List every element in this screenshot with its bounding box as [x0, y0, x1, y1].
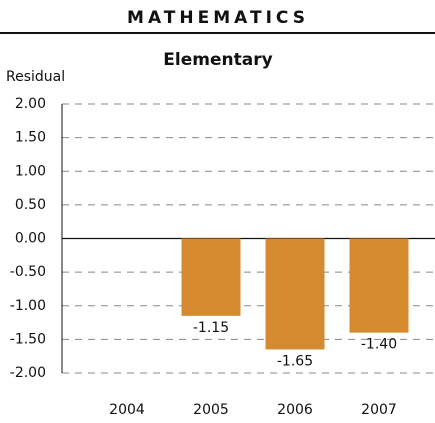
bar	[181, 238, 241, 316]
y-tick-label: 2.00	[15, 96, 46, 112]
y-tick-label: 1.50	[15, 130, 46, 146]
x-tick-label: 2005	[193, 402, 229, 418]
chart-header: MATHEMATICS	[127, 8, 309, 28]
y-tick-label: -0.50	[10, 264, 46, 280]
y-tick-label: 0.00	[15, 231, 46, 247]
y-tick-label: -1.00	[10, 298, 46, 314]
value-label: -1.65	[277, 353, 313, 369]
x-tick-label: 2004	[109, 402, 145, 418]
y-tick-label: -1.50	[10, 331, 46, 347]
bar	[265, 238, 325, 350]
y-tick-label: 1.00	[15, 163, 46, 179]
chart-title: Elementary	[163, 50, 272, 70]
y-tick-label: 0.50	[15, 197, 46, 213]
x-tick-label: 2006	[277, 402, 313, 418]
x-tick-label: 2007	[361, 402, 397, 418]
y-axis-label: Residual	[6, 69, 65, 85]
y-tick-label: -2.00	[10, 365, 46, 381]
value-label: -1.15	[193, 320, 229, 336]
bar	[349, 238, 409, 333]
value-label: -1.40	[361, 337, 397, 353]
